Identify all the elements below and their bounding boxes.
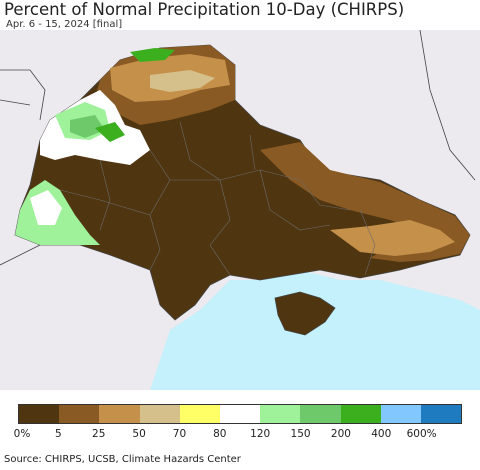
legend-swatch [219,405,261,423]
wet-zone-southwest-white [30,190,62,225]
color-legend [18,404,462,424]
precipitation-map [0,30,480,390]
wet-dark-patch-north [130,48,175,62]
legend-swatch [59,405,100,423]
legend-tick-label: 600% [406,428,437,440]
legend-tick-label: 25 [92,428,106,440]
sea-area [150,270,480,390]
legend-swatch [179,405,220,423]
wet-mid-patch [70,115,105,138]
legend-swatch [340,405,381,423]
legend-swatch [420,405,462,423]
legend-tick-label: 70 [172,428,187,440]
legend-swatch [260,405,301,423]
dry-pale-zone [150,70,215,92]
legend-tick-label: 5 [55,428,62,440]
legend-tick-label: 150 [290,428,311,440]
legend-tick-label: 50 [132,428,146,440]
legend-tick-label: 0% [13,428,31,440]
legend-swatch [139,405,180,423]
map-title: Percent of Normal Precipitation 10-Day (… [4,0,405,19]
legend-tick-label: 400 [371,428,392,440]
map-subtitle: Apr. 6 - 15, 2024 [final] [6,19,123,30]
wet-dark-patch-west [95,122,125,142]
region-borders [59,121,376,276]
legend-swatch [99,405,140,423]
crimea [274,291,336,336]
neighbour-borders [0,30,476,266]
legend-ticks: 0% 5 25 50 70 80 120 150 200 400 600% [0,428,480,442]
legend-tick-label: 80 [213,428,227,440]
legend-tick-label: 120 [250,428,271,440]
legend-swatch [300,405,341,423]
legend-tick-label: 200 [330,428,351,440]
legend-swatch [380,405,421,423]
legend-swatch [19,405,60,423]
source-note: Source: CHIRPS, UCSB, Climate Hazards Ce… [4,454,241,465]
dry-light-zone-east [330,220,455,256]
